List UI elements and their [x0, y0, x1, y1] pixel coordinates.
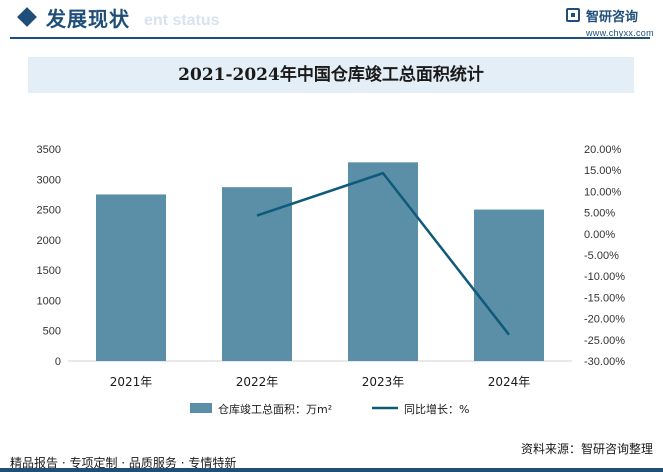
- y-right-tick-label: -25.00%: [584, 335, 625, 347]
- chart-title: 2021-2024年中国仓库竣工总面积统计: [178, 65, 484, 85]
- footer-divider: [0, 468, 663, 472]
- y-left-tick-label: 1000: [37, 295, 61, 307]
- footer-tagline: 精品报告 · 专项定制 · 品质服务 · 专情特新: [10, 456, 237, 470]
- y-left-tick-label: 1500: [37, 265, 61, 277]
- data-source: 资料来源：智研咨询整理: [520, 442, 653, 456]
- logo-name: 智研咨询: [586, 10, 639, 25]
- x-category-label: 2022年: [236, 375, 279, 389]
- y-left-tick-label: 500: [43, 326, 61, 338]
- y-right-tick-label: -20.00%: [584, 314, 625, 326]
- y-right-tick-label: -15.00%: [584, 292, 625, 304]
- y-right-tick-label: 20.00%: [584, 144, 622, 156]
- chart-title-bar: 2021-2024年中国仓库竣工总面积统计: [28, 57, 634, 93]
- y-right-tick-label: 10.00%: [584, 186, 622, 198]
- bar: [222, 187, 292, 361]
- legend-label-bar: 仓库竣工总面积：万m²: [218, 402, 332, 416]
- y-left-tick-label: 3500: [37, 144, 61, 156]
- y-right-tick-label: 0.00%: [584, 229, 615, 241]
- y-right-tick-label: 5.00%: [584, 208, 615, 220]
- bar: [474, 209, 544, 361]
- y-right-tick-label: 15.00%: [584, 165, 622, 177]
- logo-icon: [566, 8, 580, 22]
- legend-label-line: 同比增长：%: [404, 402, 469, 416]
- y-left-tick-label: 3000: [37, 174, 61, 186]
- logo-url: www.chyxx.com: [586, 28, 654, 38]
- y-right-tick-label: -5.00%: [584, 250, 619, 262]
- y-right-tick-label: -10.00%: [584, 271, 625, 283]
- y-right-tick-label: -30.00%: [584, 356, 625, 368]
- header: 发展现状 ent status 智研咨询 www.chyxx.com: [0, 0, 663, 44]
- y-left-tick-label: 0: [55, 356, 61, 368]
- growth-line: [256, 171, 510, 336]
- y-left-tick-label: 2000: [37, 235, 61, 247]
- header-divider: [10, 37, 650, 39]
- section-title: 发展现状: [46, 7, 130, 31]
- x-category-label: 2024年: [488, 375, 531, 389]
- y-left-tick-label: 2500: [37, 205, 61, 217]
- brand-logo: 智研咨询 www.chyxx.com: [566, 6, 656, 38]
- legend-swatch-bar: [190, 403, 212, 413]
- x-category-label: 2023年: [362, 375, 405, 389]
- bar: [348, 162, 418, 361]
- bar: [96, 194, 166, 361]
- x-category-label: 2021年: [110, 375, 153, 389]
- section-subtitle: ent status: [144, 12, 220, 29]
- footer: 精品报告 · 专项定制 · 品质服务 · 专情特新 资料来源：智研咨询整理: [0, 442, 663, 472]
